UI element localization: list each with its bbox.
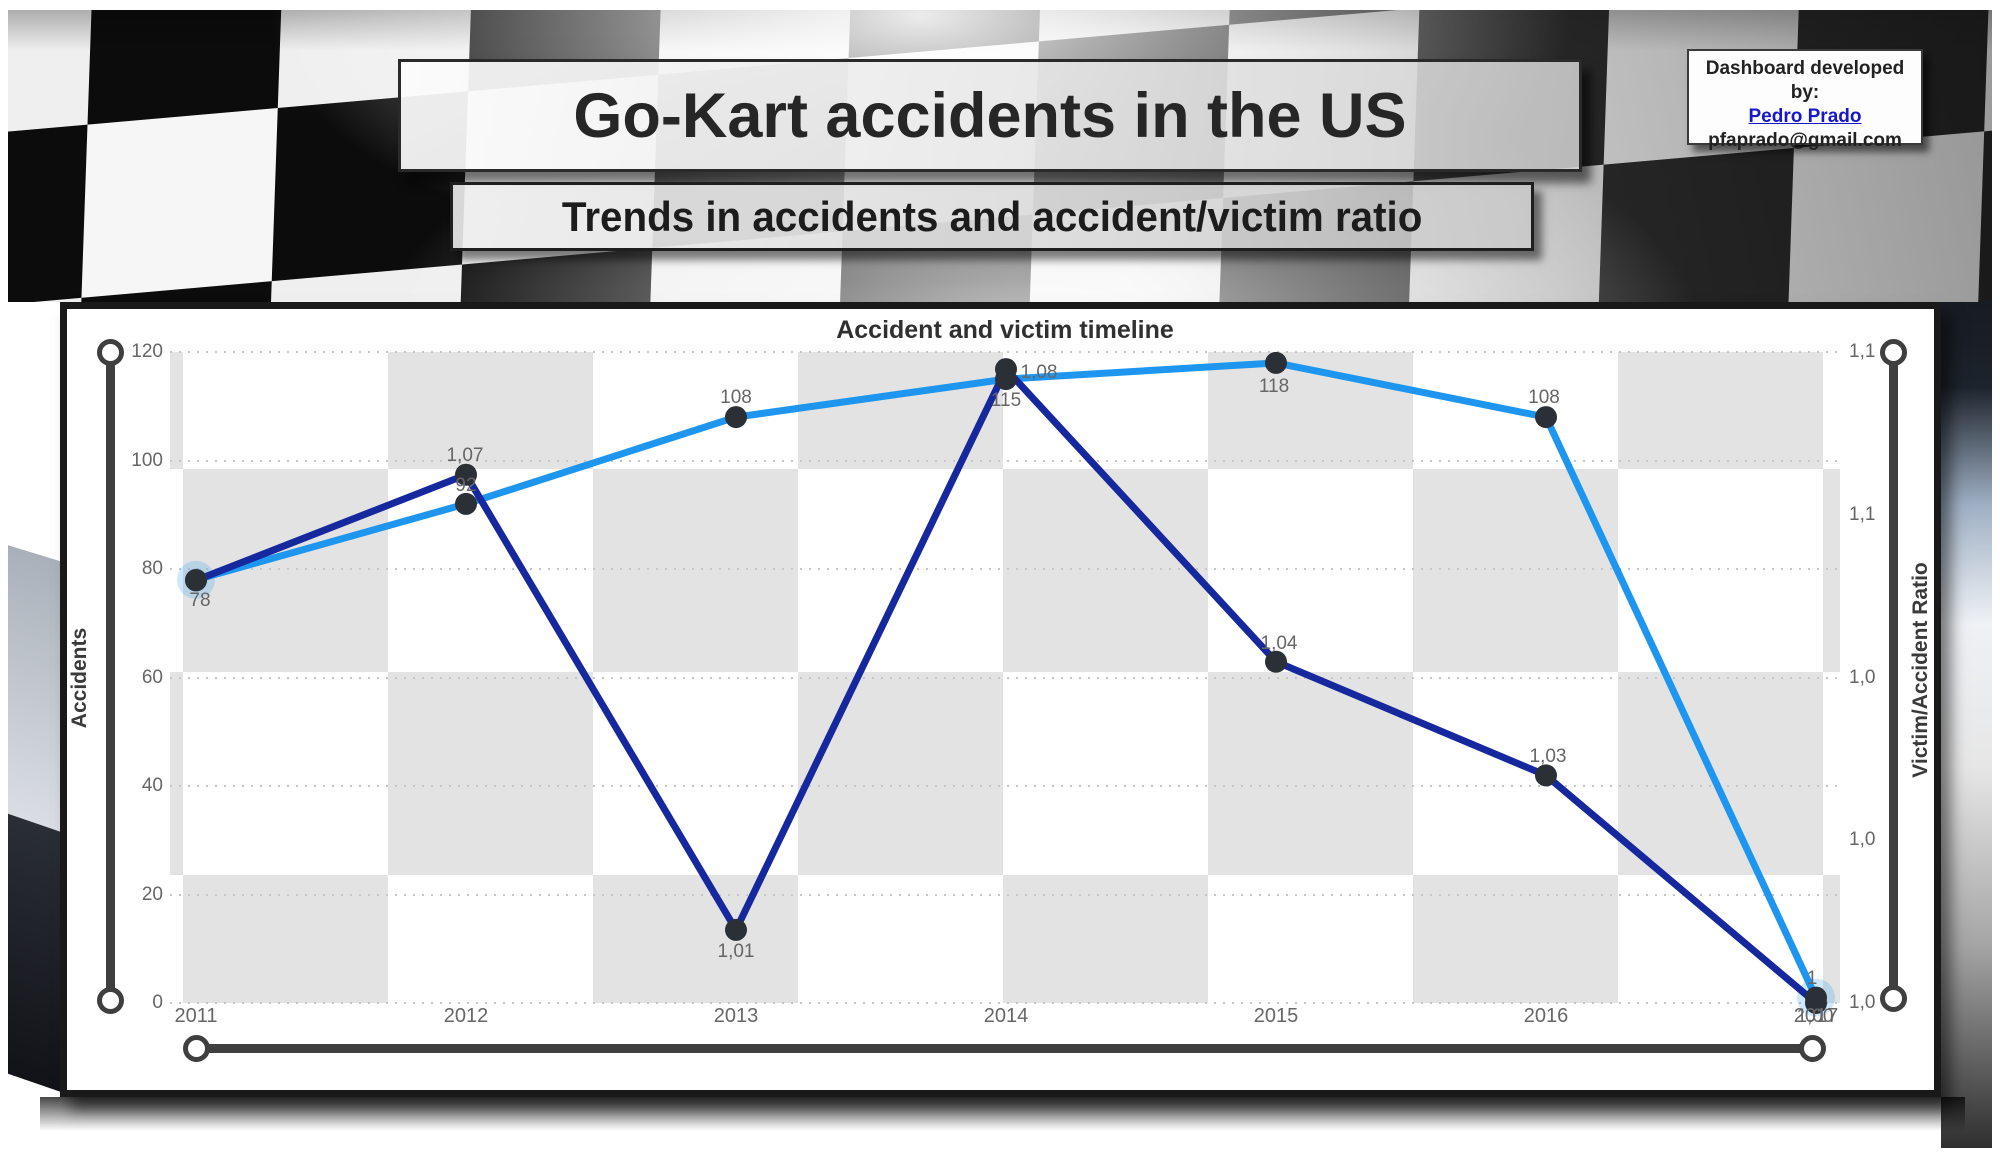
left-axis-title: Accidents xyxy=(68,627,91,729)
author-link[interactable]: Pedro Prado xyxy=(1748,106,1862,127)
dashboard-subtitle-plaque: Trends in accidents and accident/victim … xyxy=(450,182,1534,251)
gridline xyxy=(170,785,1840,787)
credit-email: pfaprado@gmail.com xyxy=(1708,130,1902,151)
page-title: Go-Kart accidents in the US xyxy=(573,80,1407,151)
data-label: 78 xyxy=(189,589,211,611)
panel-drop-shadow xyxy=(40,1097,1965,1131)
x-axis-tick-label: 2016 xyxy=(1523,1005,1569,1027)
gridline xyxy=(170,893,1840,896)
flag-left-edge xyxy=(8,302,60,1148)
left-zoom-slider-track[interactable] xyxy=(106,352,115,1000)
bottom-zoom-slider-track[interactable] xyxy=(196,1044,1812,1053)
left-zoom-slider-handle-bottom[interactable] xyxy=(97,987,124,1014)
left-zoom-slider-handle-top[interactable] xyxy=(97,339,124,366)
right-axis-tick-label: 1,1 xyxy=(1849,341,1876,362)
gridline xyxy=(170,568,1840,570)
data-label: 1,08 xyxy=(1020,362,1058,384)
flag-dark-wedge xyxy=(8,808,60,1096)
left-axis-tick-label: 120 xyxy=(131,341,163,362)
left-axis-tick-label: 60 xyxy=(141,666,163,688)
data-label: 108 xyxy=(1528,387,1560,409)
credit-box: Dashboard developed by: Pedro Prado pfap… xyxy=(1687,49,1923,151)
right-zoom-slider-track[interactable] xyxy=(1889,352,1898,998)
data-label: 92 xyxy=(455,474,477,496)
gridline xyxy=(170,459,1840,462)
page-subtitle: Trends in accidents and accident/victim … xyxy=(561,192,1423,240)
right-axis-tick-label: 1,1 xyxy=(1849,503,1876,525)
left-axis-tick-label: 100 xyxy=(131,449,163,471)
right-zoom-slider-handle-bottom[interactable] xyxy=(1880,985,1907,1012)
x-axis-tick-label: 2011 xyxy=(174,1005,218,1027)
gridline xyxy=(170,351,1840,353)
data-label: 115 xyxy=(990,390,1022,412)
data-label: 108 xyxy=(720,387,752,409)
x-axis-tick-label: 2013 xyxy=(713,1005,759,1027)
dashboard-title-plaque: Go-Kart accidents in the US xyxy=(398,59,1582,172)
right-zoom-slider-handle-top[interactable] xyxy=(1880,339,1907,366)
gridline xyxy=(170,1002,1840,1004)
bottom-zoom-slider-handle-left[interactable] xyxy=(183,1035,210,1062)
x-axis-tick-label: 2012 xyxy=(443,1005,489,1027)
bottom-zoom-slider-handle-right[interactable] xyxy=(1799,1035,1826,1062)
data-label: 1,01 xyxy=(717,940,755,962)
data-label: 118 xyxy=(1258,375,1290,397)
data-label: 1,07 xyxy=(446,444,484,466)
x-axis-tick-label: 2015 xyxy=(1253,1005,1299,1027)
left-axis-tick-label: 20 xyxy=(141,883,163,905)
data-label: 1,00 xyxy=(1796,1006,1834,1027)
right-axis-tick-label: 1,0 xyxy=(1849,992,1876,1013)
right-axis-tick-label: 1,0 xyxy=(1849,666,1876,688)
left-axis-tick-label: 0 xyxy=(152,992,163,1013)
left-axis-tick-label: 80 xyxy=(141,558,163,579)
data-label: 1,03 xyxy=(1529,746,1567,768)
x-axis-tick-label: 2017 xyxy=(1793,1005,1839,1027)
credit-text: Dashboard developed by: xyxy=(1705,58,1905,103)
data-label: 1,04 xyxy=(1260,632,1298,654)
right-axis-tick-label: 1,0 xyxy=(1849,829,1876,851)
x-axis-tick-label: 2014 xyxy=(983,1005,1029,1027)
flag-right-edge xyxy=(1941,302,1992,1148)
gridline xyxy=(170,676,1840,679)
data-label: 1 xyxy=(1806,967,1818,989)
chart-title: Accident and victim timeline xyxy=(836,316,1174,344)
right-axis-title: Victim/Accident Ratio xyxy=(1909,562,1932,778)
left-axis-tick-label: 40 xyxy=(141,775,163,796)
